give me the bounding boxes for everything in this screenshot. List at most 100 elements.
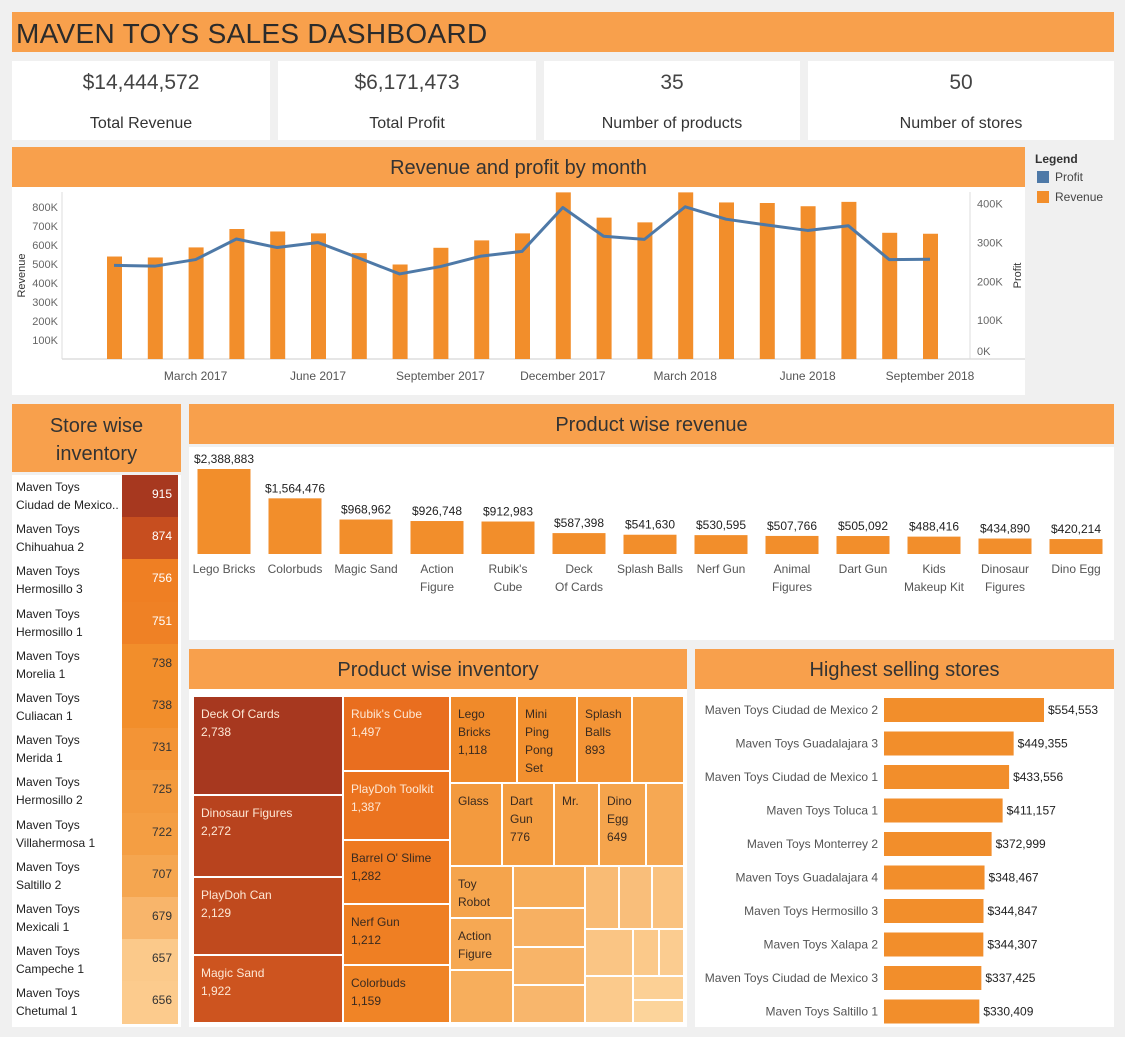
treemap-tile[interactable]: Rubik's Cube 1,497 xyxy=(343,696,450,771)
revenue-bar xyxy=(800,206,816,359)
y2-tick-label: 100K xyxy=(977,315,1003,327)
x-tick-label: September 2018 xyxy=(886,369,975,383)
product-revenue-value-label: $434,890 xyxy=(980,522,1030,536)
store-inventory-row[interactable]: Maven Toys Hermosillo 2 725 xyxy=(12,770,178,814)
store-name: Maven Toys Chetumal 1 xyxy=(16,984,122,1020)
store-inventory-row[interactable]: Maven Toys Saltillo 2 707 xyxy=(12,854,178,898)
store-inventory-row[interactable]: Maven Toys Ciudad de Mexico.. 915 xyxy=(12,475,178,518)
y-tick-label: 400K xyxy=(32,278,58,290)
kpi-total-profit: $6,171,473 Total Profit xyxy=(278,61,536,140)
treemap-tile[interactable]: Deck Of Cards 2,738 xyxy=(193,696,343,795)
treemap-tile[interactable] xyxy=(659,929,684,976)
treemap-tile[interactable] xyxy=(652,866,684,929)
revenue-bar xyxy=(719,202,734,359)
treemap-tile[interactable] xyxy=(633,1000,684,1023)
store-name: Maven Toys Hermosillo 2 xyxy=(16,773,122,809)
x-tick-label: March 2018 xyxy=(654,369,718,383)
treemap-tile[interactable] xyxy=(633,976,684,1000)
store-inventory-row[interactable]: Maven Toys Villahermosa 1 722 xyxy=(12,812,178,856)
x-tick-label: September 2017 xyxy=(396,369,485,383)
store-name-line: Chihuahua 2 xyxy=(16,540,85,555)
treemap-tile[interactable]: Colorbuds 1,159 xyxy=(343,965,450,1023)
store-inventory-row[interactable]: Maven Toys Hermosillo 1 751 xyxy=(12,601,178,645)
treemap-tile[interactable]: Dart Gun 776 xyxy=(502,783,554,866)
store-inventory-value: 725 xyxy=(151,782,172,797)
treemap-tile[interactable]: Mr. xyxy=(554,783,599,866)
treemap-tile[interactable] xyxy=(513,866,585,908)
store-name-label: Maven Toys Ciudad de Mexico 1 xyxy=(705,770,879,784)
treemap-tile[interactable]: Nerf Gun 1,212 xyxy=(343,904,450,965)
treemap-tile[interactable] xyxy=(633,929,659,976)
store-inventory-row[interactable]: Maven Toys Mexicali 1 679 xyxy=(12,897,178,940)
treemap-tile[interactable] xyxy=(585,976,633,1023)
kpi-number-of-products: 35 Number of products xyxy=(544,61,800,140)
kpi-value: $6,171,473 xyxy=(354,71,460,94)
store-name-line: Hermosillo 3 xyxy=(16,582,83,597)
treemap-tile[interactable] xyxy=(513,985,585,1023)
treemap-tile[interactable] xyxy=(646,783,684,866)
treemap-tile[interactable]: Magic Sand 1,922 xyxy=(193,955,343,1023)
treemap-tile[interactable]: Barrel O' Slime 1,282 xyxy=(343,840,450,904)
store-name-label: Maven Toys Guadalajara 3 xyxy=(735,737,878,751)
product-revenue-bar xyxy=(481,521,535,554)
store-inventory-row[interactable]: Maven Toys Merida 1 731 xyxy=(12,728,178,771)
product-name-label: Colorbuds xyxy=(268,562,323,576)
store-name: Maven Toys Saltillo 2 xyxy=(16,858,122,894)
treemap-tile[interactable] xyxy=(585,866,619,929)
treemap-tile[interactable]: Splash Balls 893 xyxy=(577,696,632,783)
store-inventory-row[interactable]: Maven Toys Morelia 1 738 xyxy=(12,643,178,687)
store-inventory-cell: 731 xyxy=(122,728,178,771)
store-revenue-bar xyxy=(884,966,982,990)
treemap-tile[interactable] xyxy=(632,696,684,783)
treemap-tile[interactable]: Mini Ping Pong Set xyxy=(517,696,577,783)
store-name-line: Maven Toys xyxy=(16,522,80,537)
revenue-bar xyxy=(392,264,408,359)
store-inventory-row[interactable]: Maven Toys Chihuahua 2 874 xyxy=(12,517,178,560)
store-inventory-value: 738 xyxy=(151,698,172,712)
treemap-tile[interactable]: Action Figure xyxy=(450,918,513,970)
store-inventory-cell: 751 xyxy=(122,601,178,645)
store-name: Maven Toys Hermosillo 1 xyxy=(16,605,122,641)
treemap-tile[interactable] xyxy=(450,970,513,1023)
store-inventory-row[interactable]: Maven Toys Chetumal 1 656 xyxy=(12,981,178,1025)
product-revenue-bar xyxy=(552,533,606,554)
treemap-tile[interactable]: PlayDoh Toolkit 1,387 xyxy=(343,771,450,840)
treemap-tile[interactable]: PlayDoh Can 2,129 xyxy=(193,877,343,955)
store-name-line: Maven Toys xyxy=(16,691,80,705)
store-inventory-value: 707 xyxy=(151,866,172,881)
treemap-tile[interactable] xyxy=(513,947,585,985)
revenue-bar xyxy=(229,229,245,359)
treemap-tile[interactable]: Dinosaur Figures 2,272 xyxy=(193,795,343,877)
legend-item-profit[interactable]: Profit xyxy=(1037,170,1083,184)
y2-tick-label: 300K xyxy=(977,237,1003,249)
store-inventory-cell: 738 xyxy=(122,643,178,687)
product-revenue-bar xyxy=(1049,539,1103,554)
store-name: Maven Toys Merida 1 xyxy=(16,731,122,767)
treemap-tile[interactable]: Dino Egg 649 xyxy=(599,783,646,866)
store-inventory-cell: 722 xyxy=(122,812,178,856)
store-revenue-value-label: $344,847 xyxy=(987,904,1037,918)
treemap-tile[interactable] xyxy=(585,929,633,976)
store-name-line: Ciudad de Mexico.. xyxy=(16,498,119,512)
store-inventory-row[interactable]: Maven Toys Campeche 1 657 xyxy=(12,939,178,982)
revenue-bar xyxy=(841,201,857,359)
treemap-tile[interactable] xyxy=(619,866,652,929)
product-name-label: Lego Bricks xyxy=(193,562,256,576)
product-revenue-value-label: $926,748 xyxy=(412,504,462,518)
treemap-tile[interactable]: Toy Robot xyxy=(450,866,513,918)
store-inventory-cell: 738 xyxy=(122,686,178,729)
store-name-label: Maven Toys Ciudad de Mexico 3 xyxy=(705,971,879,985)
kpi-value: $14,444,572 xyxy=(82,71,200,94)
product-name-label: Deck Of Cards xyxy=(555,562,603,594)
store-revenue-value-label: $337,425 xyxy=(985,971,1035,985)
treemap-tile[interactable]: Glass xyxy=(450,783,502,866)
store-inventory-row[interactable]: Maven Toys Culiacan 1 738 xyxy=(12,686,178,729)
store-inventory-row[interactable]: Maven Toys Hermosillo 3 756 xyxy=(12,559,178,603)
legend-item-revenue[interactable]: Revenue xyxy=(1037,190,1103,204)
legend-title: Legend xyxy=(1035,152,1078,166)
treemap-tile[interactable]: Lego Bricks 1,118 xyxy=(450,696,517,783)
y-tick-label: 500K xyxy=(32,259,58,271)
store-name-line: Maven Toys xyxy=(16,902,80,916)
treemap-tile[interactable] xyxy=(513,908,585,947)
store-name-line: Hermosillo 1 xyxy=(16,624,83,639)
